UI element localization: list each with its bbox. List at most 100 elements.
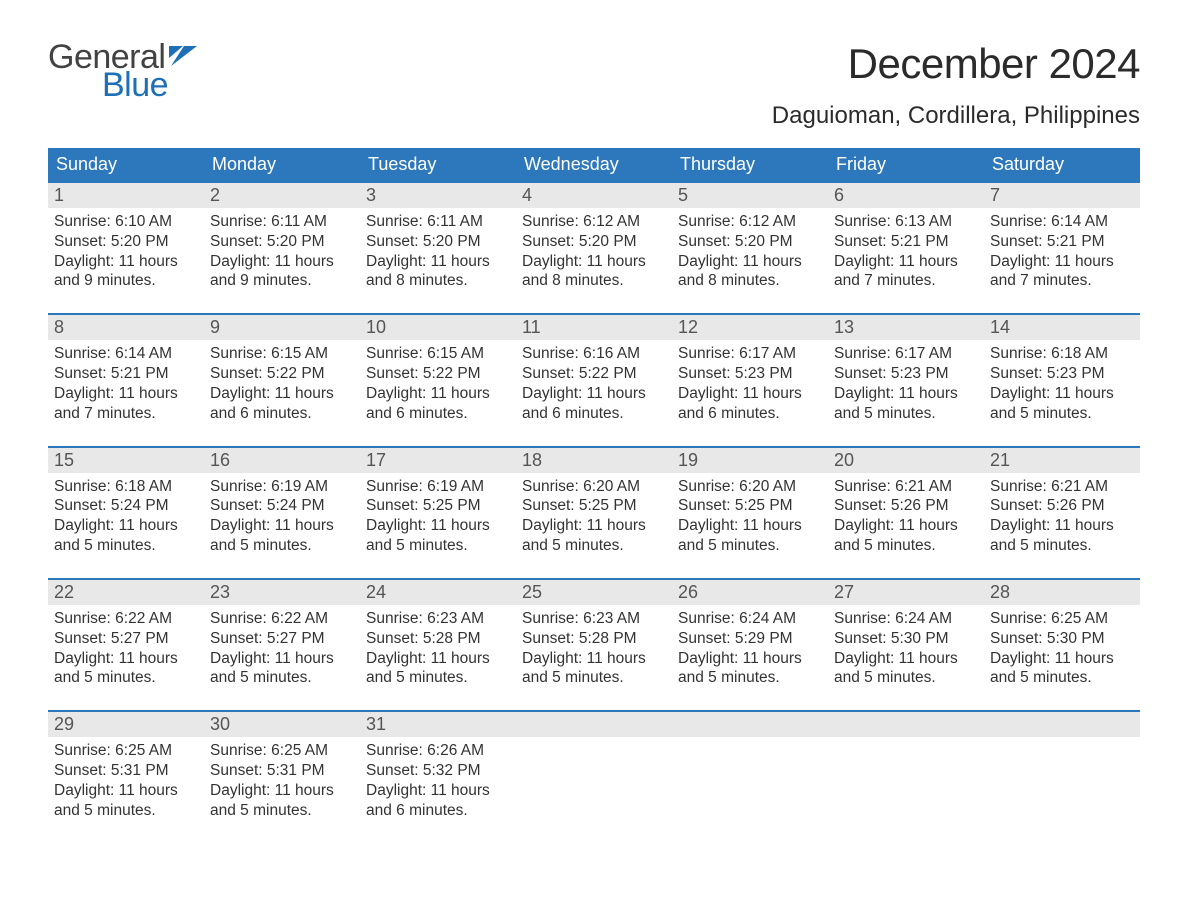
sunrise-line: Sunrise: 6:15 AM: [210, 344, 354, 364]
sunrise-line: Sunrise: 6:21 AM: [990, 477, 1134, 497]
day-details: Sunrise: 6:15 AMSunset: 5:22 PMDaylight:…: [360, 340, 516, 427]
calendar-day: 25Sunrise: 6:23 AMSunset: 5:28 PMDayligh…: [516, 580, 672, 692]
day-number: 16: [204, 448, 360, 473]
weekday-header: Saturday: [984, 148, 1140, 181]
header: General Blue December 2024 Daguioman, Co…: [48, 40, 1140, 130]
day-details: Sunrise: 6:22 AMSunset: 5:27 PMDaylight:…: [48, 605, 204, 692]
day-number: 4: [516, 183, 672, 208]
calendar-day: 30Sunrise: 6:25 AMSunset: 5:31 PMDayligh…: [204, 712, 360, 824]
calendar-day: 7Sunrise: 6:14 AMSunset: 5:21 PMDaylight…: [984, 183, 1140, 295]
daylight-line: Daylight: 11 hours and 6 minutes.: [678, 384, 822, 424]
calendar-day: 27Sunrise: 6:24 AMSunset: 5:30 PMDayligh…: [828, 580, 984, 692]
sunrise-line: Sunrise: 6:22 AM: [54, 609, 198, 629]
day-details: Sunrise: 6:16 AMSunset: 5:22 PMDaylight:…: [516, 340, 672, 427]
day-number: 25: [516, 580, 672, 605]
sunset-line: Sunset: 5:27 PM: [210, 629, 354, 649]
daylight-line: Daylight: 11 hours and 5 minutes.: [990, 649, 1134, 689]
day-details: Sunrise: 6:11 AMSunset: 5:20 PMDaylight:…: [360, 208, 516, 295]
calendar-day: 14Sunrise: 6:18 AMSunset: 5:23 PMDayligh…: [984, 315, 1140, 427]
sunset-line: Sunset: 5:24 PM: [210, 496, 354, 516]
day-details: Sunrise: 6:20 AMSunset: 5:25 PMDaylight:…: [672, 473, 828, 560]
calendar-week: 1Sunrise: 6:10 AMSunset: 5:20 PMDaylight…: [48, 181, 1140, 295]
sunrise-line: Sunrise: 6:23 AM: [366, 609, 510, 629]
day-details: Sunrise: 6:15 AMSunset: 5:22 PMDaylight:…: [204, 340, 360, 427]
sunset-line: Sunset: 5:22 PM: [522, 364, 666, 384]
sunset-line: Sunset: 5:28 PM: [366, 629, 510, 649]
calendar-day: .: [672, 712, 828, 824]
calendar-day: 15Sunrise: 6:18 AMSunset: 5:24 PMDayligh…: [48, 448, 204, 560]
sunset-line: Sunset: 5:30 PM: [834, 629, 978, 649]
sunset-line: Sunset: 5:20 PM: [54, 232, 198, 252]
sunrise-line: Sunrise: 6:12 AM: [522, 212, 666, 232]
daylight-line: Daylight: 11 hours and 5 minutes.: [522, 649, 666, 689]
daylight-line: Daylight: 11 hours and 5 minutes.: [210, 516, 354, 556]
day-details: Sunrise: 6:19 AMSunset: 5:24 PMDaylight:…: [204, 473, 360, 560]
sunset-line: Sunset: 5:32 PM: [366, 761, 510, 781]
calendar-day: 16Sunrise: 6:19 AMSunset: 5:24 PMDayligh…: [204, 448, 360, 560]
day-details: Sunrise: 6:23 AMSunset: 5:28 PMDaylight:…: [360, 605, 516, 692]
sunrise-line: Sunrise: 6:17 AM: [678, 344, 822, 364]
day-details: Sunrise: 6:14 AMSunset: 5:21 PMDaylight:…: [984, 208, 1140, 295]
sunset-line: Sunset: 5:27 PM: [54, 629, 198, 649]
daylight-line: Daylight: 11 hours and 5 minutes.: [678, 516, 822, 556]
day-number: 27: [828, 580, 984, 605]
calendar-day: 28Sunrise: 6:25 AMSunset: 5:30 PMDayligh…: [984, 580, 1140, 692]
day-details: Sunrise: 6:19 AMSunset: 5:25 PMDaylight:…: [360, 473, 516, 560]
month-title: December 2024: [772, 40, 1140, 88]
day-number: 9: [204, 315, 360, 340]
calendar-day: 18Sunrise: 6:20 AMSunset: 5:25 PMDayligh…: [516, 448, 672, 560]
sunset-line: Sunset: 5:24 PM: [54, 496, 198, 516]
daylight-line: Daylight: 11 hours and 5 minutes.: [990, 384, 1134, 424]
calendar-day: .: [516, 712, 672, 824]
sunrise-line: Sunrise: 6:10 AM: [54, 212, 198, 232]
calendar-day: 17Sunrise: 6:19 AMSunset: 5:25 PMDayligh…: [360, 448, 516, 560]
day-details: Sunrise: 6:22 AMSunset: 5:27 PMDaylight:…: [204, 605, 360, 692]
day-number: 15: [48, 448, 204, 473]
calendar-day: 29Sunrise: 6:25 AMSunset: 5:31 PMDayligh…: [48, 712, 204, 824]
day-number: 19: [672, 448, 828, 473]
calendar: Sunday Monday Tuesday Wednesday Thursday…: [48, 148, 1140, 825]
calendar-day: 4 Sunrise: 6:12 AMSunset: 5:20 PMDaylight…: [516, 183, 672, 295]
day-number: 12: [672, 315, 828, 340]
calendar-week: 22Sunrise: 6:22 AMSunset: 5:27 PMDayligh…: [48, 578, 1140, 692]
calendar-day: 1 Sunrise: 6:10 AMSunset: 5:20 PMDaylight…: [48, 183, 204, 295]
daylight-line: Daylight: 11 hours and 9 minutes.: [54, 252, 198, 292]
day-number: 26: [672, 580, 828, 605]
calendar-week: 8Sunrise: 6:14 AMSunset: 5:21 PMDaylight…: [48, 313, 1140, 427]
day-details: Sunrise: 6:20 AMSunset: 5:25 PMDaylight:…: [516, 473, 672, 560]
calendar-day: 20Sunrise: 6:21 AMSunset: 5:26 PMDayligh…: [828, 448, 984, 560]
calendar-day: 3Sunrise: 6:11 AMSunset: 5:20 PMDaylight…: [360, 183, 516, 295]
calendar-day: 19Sunrise: 6:20 AMSunset: 5:25 PMDayligh…: [672, 448, 828, 560]
sunset-line: Sunset: 5:20 PM: [678, 232, 822, 252]
day-number: 2: [204, 183, 360, 208]
sunrise-line: Sunrise: 6:25 AM: [990, 609, 1134, 629]
day-number: 13: [828, 315, 984, 340]
day-number: 7: [984, 183, 1140, 208]
sunset-line: Sunset: 5:23 PM: [834, 364, 978, 384]
weekday-header: Wednesday: [516, 148, 672, 181]
day-number: 1: [48, 183, 204, 208]
calendar-day: 9Sunrise: 6:15 AMSunset: 5:22 PMDaylight…: [204, 315, 360, 427]
day-number: 11: [516, 315, 672, 340]
sunset-line: Sunset: 5:25 PM: [366, 496, 510, 516]
sunset-line: Sunset: 5:30 PM: [990, 629, 1134, 649]
day-number: 30: [204, 712, 360, 737]
calendar-day: 22Sunrise: 6:22 AMSunset: 5:27 PMDayligh…: [48, 580, 204, 692]
calendar-day: 2Sunrise: 6:11 AMSunset: 5:20 PMDaylight…: [204, 183, 360, 295]
calendar-day: 26Sunrise: 6:24 AMSunset: 5:29 PMDayligh…: [672, 580, 828, 692]
sunrise-line: Sunrise: 6:25 AM: [54, 741, 198, 761]
daylight-line: Daylight: 11 hours and 8 minutes.: [522, 252, 666, 292]
sunset-line: Sunset: 5:20 PM: [522, 232, 666, 252]
day-number: 6: [828, 183, 984, 208]
sunrise-line: Sunrise: 6:22 AM: [210, 609, 354, 629]
sunset-line: Sunset: 5:26 PM: [834, 496, 978, 516]
daylight-line: Daylight: 11 hours and 7 minutes.: [834, 252, 978, 292]
sunrise-line: Sunrise: 6:15 AM: [366, 344, 510, 364]
title-block: December 2024 Daguioman, Cordillera, Phi…: [772, 40, 1140, 130]
calendar-day: 23Sunrise: 6:22 AMSunset: 5:27 PMDayligh…: [204, 580, 360, 692]
sunrise-line: Sunrise: 6:18 AM: [54, 477, 198, 497]
sunrise-line: Sunrise: 6:20 AM: [522, 477, 666, 497]
daylight-line: Daylight: 11 hours and 7 minutes.: [990, 252, 1134, 292]
sunrise-line: Sunrise: 6:19 AM: [366, 477, 510, 497]
day-details: Sunrise: 6:24 AMSunset: 5:30 PMDaylight:…: [828, 605, 984, 692]
